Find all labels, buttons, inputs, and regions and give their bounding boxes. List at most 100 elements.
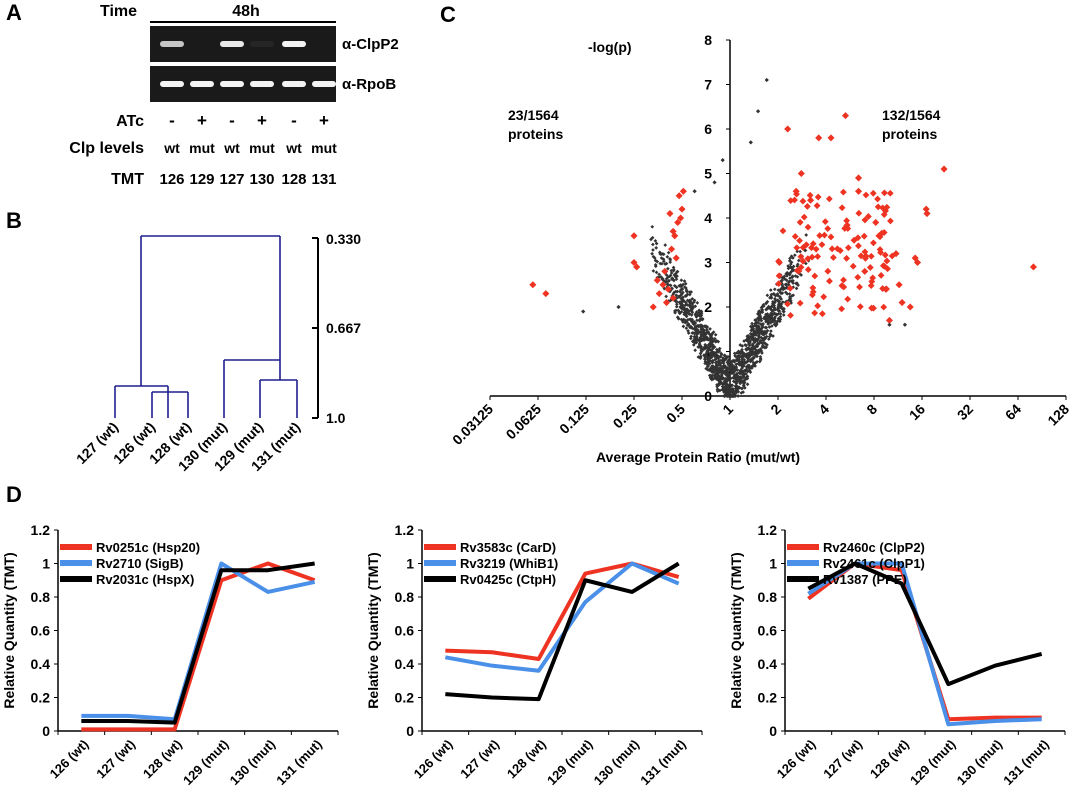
volcano-point <box>744 372 748 376</box>
series-line <box>81 561 316 732</box>
volcano-point <box>723 376 728 381</box>
y-tick-label: 0.2 <box>31 690 51 706</box>
volcano-point <box>776 293 780 298</box>
x-tick-label: 126 (wt) <box>411 737 456 782</box>
volcano-point <box>726 359 730 363</box>
volcano-point <box>683 318 688 323</box>
lane-value: wt <box>223 140 240 156</box>
volcano-point <box>733 391 738 396</box>
volcano-point <box>655 259 660 264</box>
volcano-point <box>745 382 750 387</box>
volcano-point <box>749 352 753 357</box>
volcano-point-significant <box>906 303 914 311</box>
volcano-y-axis-label: -log(p) <box>588 39 632 55</box>
panel-label-c: C <box>440 2 456 27</box>
volcano-point-significant <box>671 232 679 240</box>
volcano-point <box>781 313 786 317</box>
volcano-point-significant <box>838 305 845 313</box>
volcano-point <box>654 270 659 275</box>
y-tick-label: 0.8 <box>758 589 778 605</box>
y-tick-label: 3 <box>704 255 712 271</box>
y-tick-label: 1.2 <box>31 522 51 538</box>
lane-value: + <box>197 111 207 130</box>
volcano-point <box>727 363 731 368</box>
volcano-point-significant <box>877 271 885 279</box>
volcano-point-significant <box>866 264 874 271</box>
volcano-point <box>705 346 710 351</box>
volcano-point <box>717 346 722 351</box>
volcano-point-significant <box>885 316 893 324</box>
lane-value: 126 <box>159 171 184 188</box>
volcano-point <box>672 290 676 295</box>
series-line <box>81 561 315 725</box>
volcano-point <box>764 77 769 83</box>
volcano-point <box>760 307 764 312</box>
volcano-point <box>755 109 761 114</box>
lane-value: mut <box>311 140 337 156</box>
lane-value: mut <box>189 140 215 156</box>
volcano-point <box>730 383 735 388</box>
y-tick-label: 0 <box>704 388 712 404</box>
volcano-point-significant <box>855 174 863 182</box>
blot-label-clpp2: α-ClpP2 <box>342 36 399 53</box>
volcano-point <box>684 300 688 305</box>
clpp2-band <box>220 41 244 47</box>
volcano-point <box>671 265 676 270</box>
y-axis-label: Relative Quantity (TMT) <box>365 552 381 708</box>
volcano-point-significant <box>880 211 888 218</box>
volcano-point <box>734 354 738 359</box>
volcano-point-significant <box>870 239 877 247</box>
volcano-point-significant <box>856 283 863 291</box>
volcano-point-significant <box>818 241 826 249</box>
volcano-point <box>681 298 685 302</box>
volcano-point <box>731 379 736 384</box>
y-tick-label: 0.8 <box>31 589 51 605</box>
volcano-point <box>716 388 721 393</box>
volcano-point <box>726 377 730 381</box>
lane-value: 128 <box>281 171 306 188</box>
volcano-point <box>776 312 781 316</box>
volcano-point <box>653 263 658 267</box>
volcano-point <box>691 331 695 335</box>
blot-label-rpob: α-RpoB <box>342 76 396 93</box>
x-tick-label: 131 (mut) <box>637 737 688 788</box>
volcano-point <box>734 365 739 369</box>
lane-value: + <box>319 111 329 130</box>
volcano-point <box>751 364 756 368</box>
volcano-point <box>712 339 716 343</box>
volcano-point <box>770 316 775 321</box>
volcano-point-significant <box>813 202 821 210</box>
legend-label: Rv2460c (ClpP2) <box>823 540 925 555</box>
volcano-point-significant <box>872 218 880 226</box>
x-tick-label: 126 (wt) <box>774 737 819 782</box>
volcano-point <box>765 293 770 298</box>
volcano-point <box>716 368 721 372</box>
clpp2-band <box>160 41 184 47</box>
volcano-point <box>758 314 763 319</box>
volcano-point-significant <box>880 303 888 311</box>
volcano-point <box>681 290 685 295</box>
volcano-point-significant <box>854 273 862 281</box>
volcano-point <box>699 327 704 332</box>
volcano-point-significant <box>843 254 850 262</box>
volcano-point-significant <box>855 209 863 217</box>
volcano-point-significant <box>838 204 846 212</box>
volcano-point-significant <box>861 216 869 224</box>
volcano-point <box>781 307 786 312</box>
y-tick-label: 4 <box>704 210 712 226</box>
rpob-band <box>220 81 244 87</box>
volcano-point <box>687 303 692 308</box>
volcano-point-significant <box>815 134 823 142</box>
volcano-point <box>887 322 892 327</box>
volcano-point <box>788 299 793 303</box>
volcano-point-significant <box>799 197 807 205</box>
volcano-point <box>664 294 669 299</box>
volcano-point-significant <box>679 187 687 195</box>
panel-label-a: A <box>6 0 22 25</box>
volcano-point <box>687 292 692 297</box>
volcano-point <box>688 325 692 330</box>
volcano-point-significant <box>630 232 638 240</box>
volcano-point <box>785 292 790 296</box>
volcano-point <box>779 287 784 291</box>
line-chart-2: 0 0.2 0.4 0.6 0.8 1 1.2 126 (wt) 127 (wt) 128 (wt… <box>365 522 703 788</box>
